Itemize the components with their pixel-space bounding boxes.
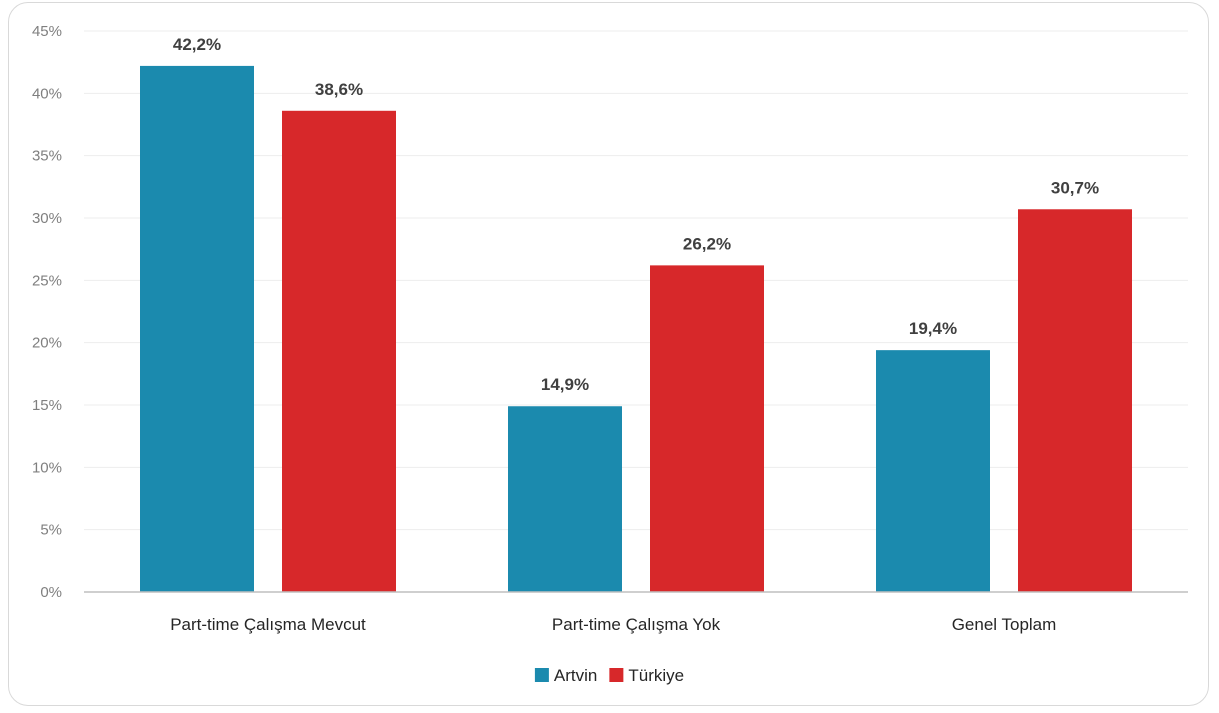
category-label: Part-time Çalışma Mevcut (170, 615, 366, 634)
y-tick-label: 20% (32, 335, 62, 352)
y-axis-ticks: 0% 5% 10% 15% 20% 25% 30% 35% 40% 45% (32, 23, 62, 601)
legend-label: Artvin (554, 666, 597, 685)
bar-artvin (508, 406, 622, 592)
y-tick-label: 15% (32, 397, 62, 414)
y-tick-label: 35% (32, 148, 62, 165)
bar-t-rkiye (1018, 209, 1132, 593)
legend-item: Artvin (534, 666, 597, 685)
y-tick-label: 40% (32, 85, 62, 102)
y-tick-label: 45% (32, 23, 62, 40)
y-tick-label: 30% (32, 210, 62, 227)
data-label: 19,4% (909, 319, 957, 338)
data-label: 38,6% (315, 80, 363, 99)
y-tick-label: 10% (32, 459, 62, 476)
data-label: 42,2% (173, 35, 221, 54)
y-tick-label: 25% (32, 272, 62, 289)
data-labels: 42,2% 38,6% 14,9% 26,2% 19,4% 30,7% (173, 35, 1099, 394)
bar-artvin (876, 350, 990, 592)
legend-swatch (609, 668, 624, 682)
category-label: Genel Toplam (952, 615, 1057, 634)
y-tick-label: 0% (40, 584, 62, 601)
y-tick-label: 5% (40, 522, 62, 539)
bars (140, 65, 1132, 593)
category-label: Part-time Çalışma Yok (552, 615, 721, 634)
legend-swatch (534, 668, 549, 682)
data-label: 30,7% (1051, 178, 1099, 197)
data-label: 26,2% (683, 234, 731, 253)
legend-item: Türkiye (609, 666, 684, 685)
gridlines (84, 30, 1188, 531)
bar-t-rkiye (282, 110, 396, 592)
category-labels: Part-time Çalışma Mevcut Part-time Çalışm… (170, 615, 1056, 634)
bar-artvin (140, 65, 254, 592)
bar-t-rkiye (650, 265, 764, 592)
legend: Artvin Türkiye (534, 666, 684, 685)
data-label: 14,9% (541, 375, 589, 394)
legend-label: Türkiye (628, 666, 684, 685)
